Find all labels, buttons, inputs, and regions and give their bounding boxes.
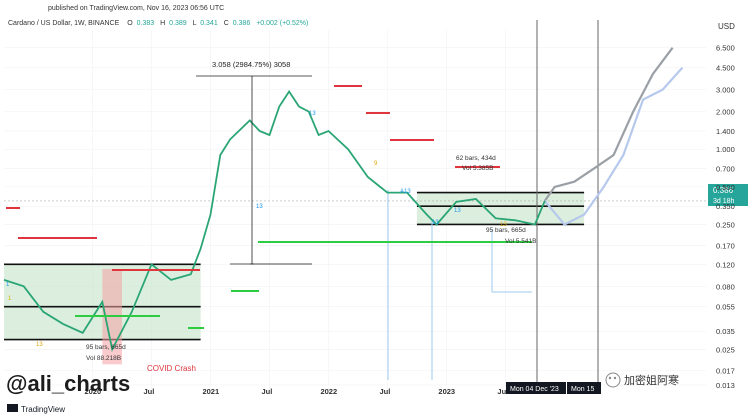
chart-header: published on TradingView.com, Nov 16, 20… bbox=[8, 5, 308, 27]
x-tick-label: 2023 bbox=[438, 387, 455, 396]
y-tick-label: 0.120 bbox=[716, 260, 735, 269]
crosshair-label-2: Mon 15 bbox=[571, 386, 594, 393]
high-value: 0.389 bbox=[169, 20, 187, 27]
td-label-9: 13 bbox=[454, 208, 461, 214]
tradingview-footer: TradingView bbox=[7, 404, 65, 414]
y-tick-label: 0.017 bbox=[716, 366, 735, 375]
published-note: published on TradingView.com, Nov 16, 20… bbox=[48, 5, 224, 12]
range-2023-bars-b: 95 bars, 665d bbox=[486, 227, 526, 234]
range-2023-bars: 62 bars, 434d bbox=[456, 155, 496, 162]
td-label-8: A13 bbox=[400, 189, 411, 195]
td-label-4: 13 bbox=[309, 111, 316, 117]
ada-price-series bbox=[3, 89, 546, 353]
symbol-name: Cardano / US Dollar, 1W, BINANCE bbox=[8, 20, 120, 27]
tradingview-logo-icon bbox=[7, 404, 18, 412]
td-label-5: 9 bbox=[374, 161, 378, 167]
projection-dark-series bbox=[543, 47, 674, 202]
open-value: 0.383 bbox=[137, 20, 155, 27]
td-label-3: 13 bbox=[36, 342, 43, 348]
low-label: L bbox=[193, 20, 197, 27]
vertical-markers bbox=[4, 20, 706, 394]
y-tick-label: 1.400 bbox=[716, 127, 735, 136]
y-tick-label: 0.700 bbox=[716, 165, 735, 174]
price-badge-value: 0.386 bbox=[713, 186, 734, 195]
currency-label: USD bbox=[718, 22, 735, 31]
projection-light-series bbox=[543, 66, 684, 226]
x-tick-label: 2020 bbox=[84, 387, 101, 396]
price-badge-countdown: 3d 18h bbox=[713, 198, 735, 205]
x-tick-label: Jul bbox=[379, 387, 390, 396]
crosshair-label-1: Mon 04 Dec '23 bbox=[510, 386, 559, 393]
measure-label: 3.058 (2984.75%) 3058 bbox=[212, 60, 290, 69]
y-tick-label: 0.035 bbox=[716, 327, 735, 336]
x-axis-ticks: 2020 Jul 2021 Jul 2022 Jul 2023 Jul bbox=[84, 387, 508, 396]
footer-brand: TradingView bbox=[21, 405, 65, 414]
td-label-6: 13 bbox=[256, 204, 263, 210]
y-tick-label: 4.500 bbox=[716, 64, 735, 73]
y-tick-label: 0.025 bbox=[716, 345, 735, 354]
y-tick-label: 3.000 bbox=[716, 86, 735, 95]
y-axis-ticks: 6.500 4.500 3.000 2.000 1.400 1.000 0.700 0.500… bbox=[716, 44, 735, 390]
y-tick-label: 1.000 bbox=[716, 145, 735, 154]
close-value: 0.386 bbox=[233, 20, 251, 27]
author-watermark: @ali_charts bbox=[6, 371, 130, 396]
td-label-7: 13 bbox=[432, 220, 439, 226]
wechat-handle-overlay: 加密姐阿寒 bbox=[605, 372, 679, 388]
y-tick-label: 2.000 bbox=[716, 108, 735, 117]
y-tick-label: 0.170 bbox=[716, 241, 735, 250]
crosshair-date-labels: Mon 04 Dec '23 Mon 15 bbox=[506, 382, 601, 394]
symbol-title: Cardano / US Dollar, 1W, BINANCE O 0.383… bbox=[8, 20, 308, 27]
range-2023-vol: Vol 5.385B bbox=[462, 165, 493, 172]
x-tick-label: Jul bbox=[497, 387, 508, 396]
td-label-2: 1 bbox=[8, 296, 12, 302]
x-tick-label: 2021 bbox=[202, 387, 219, 396]
current-price-badge: 0.386 3d 18h bbox=[708, 184, 748, 206]
close-label: C bbox=[224, 20, 229, 27]
y-tick-label: 0.080 bbox=[716, 282, 735, 291]
measure-tool: 3.058 (2984.75%) 3058 bbox=[196, 60, 312, 265]
y-tick-label: 6.500 bbox=[716, 44, 735, 53]
low-value: 0.341 bbox=[200, 20, 218, 27]
x-tick-label: Jul bbox=[143, 387, 154, 396]
open-label: O bbox=[127, 20, 133, 27]
td-label-1: 1 bbox=[6, 282, 10, 288]
y-tick-label: 0.500 bbox=[716, 183, 735, 192]
x-tick-label: 2022 bbox=[320, 387, 337, 396]
td-labels: 1 1 13 13 9 13 13 A13 13 13 bbox=[6, 111, 507, 348]
high-label: H bbox=[160, 20, 165, 27]
y-tick-label: 0.055 bbox=[716, 303, 735, 312]
range-2020-vol: Vol 88.218B bbox=[86, 355, 121, 362]
x-tick-label: Jul bbox=[261, 387, 272, 396]
covid-crash-label: COVID Crash bbox=[147, 364, 196, 373]
y-tick-label: 0.250 bbox=[716, 220, 735, 229]
wechat-icon bbox=[605, 372, 621, 388]
y-tick-label: 0.013 bbox=[716, 381, 735, 390]
td-label-10: 13 bbox=[500, 222, 507, 228]
change-value: +0.002 (+0.52%) bbox=[256, 20, 308, 27]
range-2020-bars: 95 bars, 665d bbox=[86, 344, 126, 351]
range-2023-vol-b: Vol 5.541B bbox=[505, 238, 536, 245]
y-tick-label: 0.350 bbox=[716, 202, 735, 211]
wechat-handle: 加密姐阿寒 bbox=[624, 373, 679, 387]
signal-lines bbox=[6, 85, 532, 329]
